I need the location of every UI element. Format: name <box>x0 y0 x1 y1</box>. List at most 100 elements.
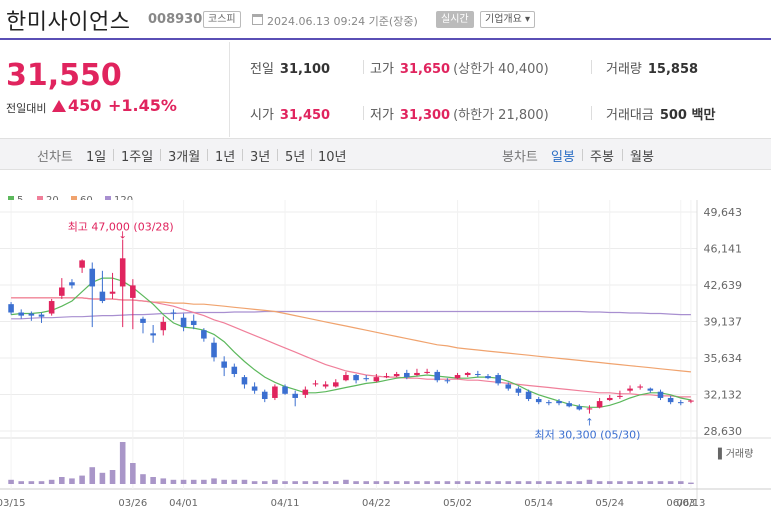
volume-bar <box>69 478 75 484</box>
tab-1y[interactable]: 1년 <box>215 150 236 165</box>
volume-bar <box>312 481 319 484</box>
up-triangle-icon <box>52 100 66 112</box>
candle-body <box>130 285 136 298</box>
candle-body <box>495 375 501 384</box>
stat-volume: 거래량 15,858 <box>606 58 698 77</box>
stat-label: 시가 <box>250 108 274 123</box>
candle-chart-label: 봉차트 <box>502 150 538 165</box>
low-annotation: 최저 30,300 (05/30) <box>534 429 640 442</box>
volume-bar <box>59 477 65 484</box>
candle-body <box>272 386 278 398</box>
y-tick-label: 32,132 <box>704 389 743 402</box>
company-info-dropdown[interactable]: 기업개요 ▾ <box>480 11 535 28</box>
stock-name: 한미사이언스 <box>6 10 131 35</box>
tab-monthly[interactable]: 월봉 <box>630 150 654 165</box>
candle-body <box>261 391 268 400</box>
down-arrow-icon: ↓ <box>118 231 126 242</box>
x-tick-label: 04/22 <box>362 498 391 509</box>
stat-prev: 전일 31,100 <box>250 58 330 77</box>
legend-swatch <box>37 196 43 202</box>
candle-body <box>211 342 217 358</box>
high-annotation: 최고 47,000 (03/28) <box>68 221 174 234</box>
candle-body <box>454 375 461 379</box>
volume-bar <box>38 481 45 484</box>
change-label: 전일대비 <box>6 102 47 115</box>
candle-body <box>79 260 85 268</box>
candle-body <box>312 383 319 385</box>
volume-bar <box>343 479 349 484</box>
tab-5y[interactable]: 5년 <box>285 150 306 165</box>
volume-bar <box>586 479 593 484</box>
volume-bar <box>302 481 309 484</box>
tab-10y[interactable]: 10년 <box>318 150 347 165</box>
stat-sub: (하한가 21,800) <box>453 108 549 123</box>
candle-body <box>606 397 613 401</box>
chart-background <box>0 200 771 513</box>
tab-1w[interactable]: 1주일 <box>121 150 154 165</box>
realtime-button[interactable]: 실시간 <box>436 11 474 28</box>
candle-body <box>89 268 96 287</box>
volume-bar <box>28 481 35 484</box>
candle-body <box>292 393 298 398</box>
volume-bar <box>404 481 410 484</box>
candle-body <box>48 301 55 314</box>
candle-body <box>353 375 359 381</box>
candle-body <box>332 382 339 387</box>
tab-weekly[interactable]: 주봉 <box>590 150 614 165</box>
volume-bar <box>332 481 339 484</box>
candle-body <box>627 388 633 391</box>
stock-code: 008930 <box>148 12 203 27</box>
volume-bar <box>119 442 126 484</box>
stat-label: 거래량 <box>606 62 642 77</box>
tab-daily[interactable]: 일봉 <box>551 150 575 165</box>
price-panel: 31,550 전일대비 450 +1.45% <box>0 42 230 137</box>
candle-body <box>8 304 14 313</box>
candlestick-chart[interactable]: 49,643 46,141 42,639 39,137 35,634 32,132 28,6… <box>0 200 771 513</box>
candle-body <box>434 371 441 381</box>
volume-bar <box>485 481 491 484</box>
candle-body <box>667 397 674 403</box>
candle-body <box>140 318 146 323</box>
volume-bar <box>525 481 532 484</box>
candle-body <box>373 377 380 382</box>
y-tick-label: 39,137 <box>704 316 743 329</box>
x-tick-label: 05/02 <box>443 498 472 509</box>
candle-body <box>485 376 491 379</box>
candle-body <box>363 378 370 380</box>
x-tick-label: 05/14 <box>524 498 553 509</box>
volume-bar <box>424 481 430 484</box>
candle-body <box>28 313 35 316</box>
volume-bar <box>535 481 542 484</box>
tab-3m[interactable]: 3개월 <box>168 150 201 165</box>
stat-value: 31,100 <box>279 62 331 77</box>
candle-body <box>475 373 481 376</box>
y-tick-label: 46,141 <box>704 243 743 256</box>
up-arrow-icon: ↑ <box>585 418 593 429</box>
price-change-percent: +1.45% <box>108 96 177 115</box>
stat-low: 저가 31,300 (하한가 21,800) <box>370 104 549 123</box>
volume-bar <box>353 481 359 484</box>
candle-body <box>322 384 329 387</box>
candle-body <box>525 391 532 400</box>
candle-body <box>677 402 684 404</box>
volume-bar <box>596 481 603 484</box>
candle-body <box>464 372 471 376</box>
x-tick-label: 04/01 <box>169 498 198 509</box>
volume-bar <box>515 481 522 484</box>
stat-label: 저가 <box>370 108 394 123</box>
candle-body <box>221 361 227 368</box>
candle-body <box>69 282 75 286</box>
volume-bar <box>150 477 156 484</box>
tab-1d[interactable]: 1일 <box>86 150 107 165</box>
stat-label: 고가 <box>370 62 394 77</box>
volume-bar <box>393 481 400 484</box>
volume-bar <box>99 472 106 484</box>
stat-value: 500 백만 <box>659 108 716 123</box>
volume-bar <box>505 481 512 484</box>
candle-body <box>515 388 522 393</box>
stats-panel: 전일 31,100 고가 31,650 (상한가 40,400) 거래량 15,858 … <box>231 42 771 137</box>
volume-bar <box>211 478 217 484</box>
candle-body <box>180 317 187 328</box>
candle-body <box>414 372 420 376</box>
tab-3y[interactable]: 3년 <box>250 150 271 165</box>
